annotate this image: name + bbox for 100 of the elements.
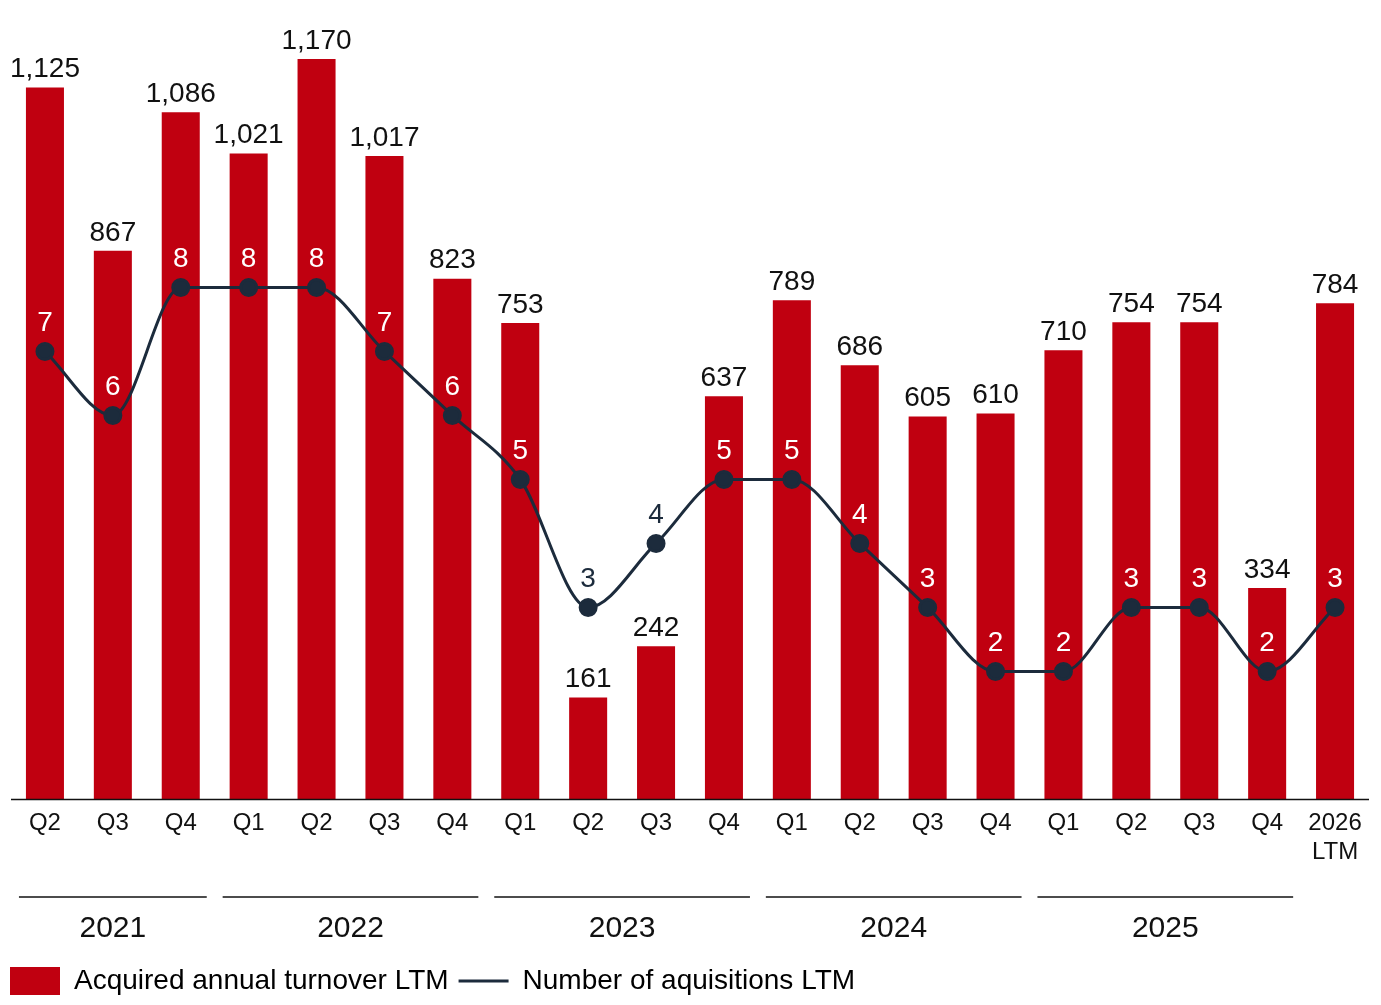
point [1325,597,1345,617]
bar [908,416,947,800]
point [307,277,327,297]
x-tick-label: Q3 [640,808,673,836]
data-label: 334 [1243,552,1291,584]
data-label: 8 [240,242,257,274]
data-label: 3 [580,562,596,594]
bar [1180,322,1219,800]
x-tick-label: Q4 [164,808,197,836]
data-label: 823 [428,243,476,275]
data-label: 710 [1040,314,1087,346]
data-label: 867 [89,215,137,247]
point [442,405,462,425]
data-label: 7 [37,306,53,338]
data-label: 754 [1175,287,1223,319]
x-tick-label: Q4 [1251,808,1284,836]
x-tick-label: Q3 [96,808,129,836]
data-label: 753 [496,287,544,319]
point [714,469,734,489]
bar [1248,588,1287,800]
data-label: 686 [836,330,884,362]
point [1121,597,1141,617]
x-tick-label: Q1 [775,808,808,836]
data-label: 6 [105,370,121,402]
bar [840,365,879,800]
bar [25,87,64,800]
data-label: 637 [700,361,748,393]
x-tick-label: Q4 [436,808,469,836]
x-tick-label: Q3 [368,808,401,836]
data-label: 1,017 [349,120,420,152]
bar [297,59,336,800]
x-tick-label: Q1 [504,808,537,836]
x-tick-label: Q4 [707,808,740,836]
bar [93,250,132,800]
point [986,661,1006,681]
bar [704,396,743,800]
point [103,405,123,425]
bar [1316,303,1355,800]
x-tick-label: Q3 [1183,808,1216,836]
data-label: 2 [1259,626,1275,658]
data-label: 3 [1191,562,1208,594]
data-label: 4 [648,498,664,530]
bar [637,646,676,800]
data-label: 242 [632,611,680,642]
bar [569,697,608,800]
data-label: 784 [1311,268,1359,300]
bar [365,155,404,800]
bar [161,112,200,800]
x-tick-label: Q2 [1115,808,1148,836]
bar [1044,350,1083,800]
data-label: 3 [1327,562,1343,594]
point [171,277,191,297]
text: 2022 [317,910,384,944]
point [1189,597,1209,617]
data-label: 2 [987,626,1004,658]
data-label: 4 [851,498,868,530]
data-label: 1,021 [213,118,284,150]
bar [229,153,268,800]
text: 2023 [588,910,656,944]
data-label: 1,170 [281,23,352,55]
data-label: 754 [1107,287,1155,319]
text: 2024 [860,910,928,944]
point [35,341,55,361]
data-label: 6 [444,370,461,402]
text: 2021 [79,910,147,944]
x-tick-label: Q2 [572,808,605,836]
x-tick-label: Q1 [232,808,265,836]
point [646,533,666,553]
data-label: 605 [904,381,952,413]
x-tick-label: 2026 LTM [1308,808,1362,865]
data-label: 3 [1123,562,1140,594]
point [850,533,870,553]
x-tick-label: Q1 [1047,808,1080,836]
point [578,597,598,617]
data-label: 1,086 [145,76,216,108]
data-label: 1,125 [9,52,80,84]
bar [772,300,811,800]
point [782,469,802,489]
data-label: 610 [972,378,1019,410]
legend-label: Acquired annual turnover LTM [74,963,449,995]
data-label: 2 [1055,626,1072,658]
point [1257,661,1277,681]
point [918,597,938,617]
bar [976,413,1015,800]
data-label: 5 [512,434,529,466]
bar [501,322,540,800]
text: 2025 [1131,910,1199,944]
point [510,469,530,489]
x-tick-label: Q2 [28,808,61,836]
x-tick-label: Q3 [911,808,944,836]
bar [433,278,472,800]
data-label: 3 [919,562,936,594]
point [1053,661,1073,681]
data-label: 789 [768,264,816,296]
data-label: 161 [564,662,612,694]
data-label: 5 [784,434,800,466]
point [239,277,259,297]
data-label: 7 [376,306,393,338]
x-tick-label: Q2 [843,808,876,836]
data-label: 5 [716,434,732,466]
